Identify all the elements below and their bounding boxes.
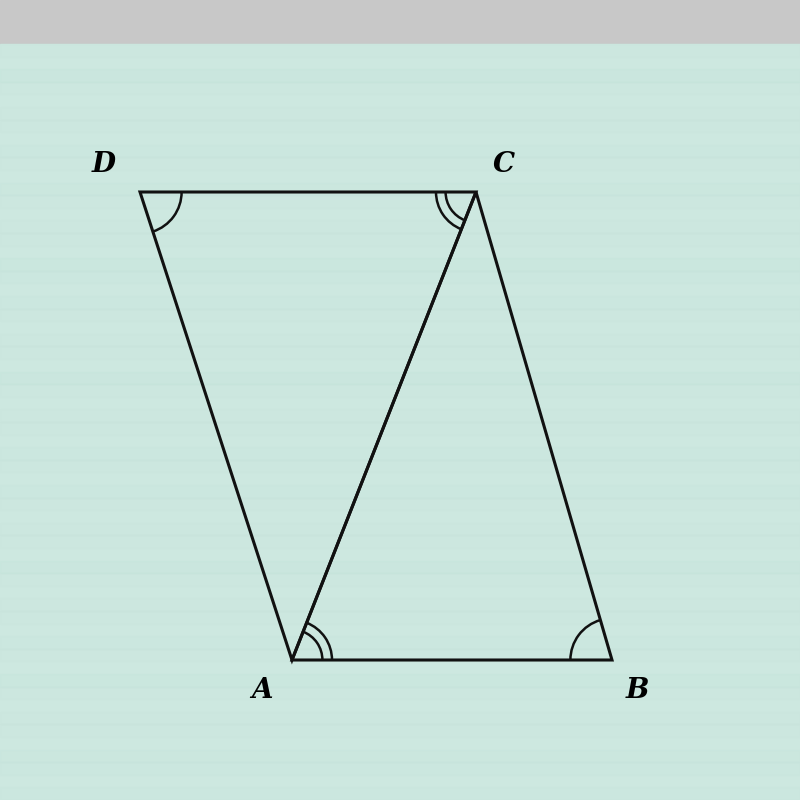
Bar <box>0 346 800 359</box>
Bar <box>0 220 800 233</box>
Text: B: B <box>626 677 650 704</box>
Bar <box>0 246 800 258</box>
Bar <box>0 158 800 170</box>
Bar <box>0 397 800 410</box>
Bar <box>0 195 800 208</box>
Bar <box>0 699 800 712</box>
Bar <box>0 44 800 57</box>
Bar <box>0 624 800 636</box>
Bar <box>0 598 800 611</box>
Bar <box>0 384 800 397</box>
Bar <box>0 787 800 800</box>
Bar <box>0 573 800 586</box>
Bar <box>0 334 800 346</box>
Bar <box>0 233 800 246</box>
Bar <box>0 422 800 434</box>
Bar <box>0 662 800 674</box>
Bar <box>0 270 800 283</box>
Bar <box>0 561 800 573</box>
Bar <box>0 472 800 485</box>
Bar <box>0 636 800 649</box>
Bar <box>0 94 800 107</box>
Bar <box>0 321 800 334</box>
Bar <box>0 208 800 220</box>
Bar <box>0 359 800 371</box>
Bar <box>0 107 800 119</box>
Bar <box>0 371 800 384</box>
Bar <box>0 57 800 70</box>
Bar <box>0 410 800 422</box>
Bar <box>0 119 800 132</box>
Bar <box>0 460 800 472</box>
Bar <box>0 510 800 523</box>
Bar <box>0 535 800 548</box>
Bar <box>0 725 800 737</box>
Bar <box>0 283 800 296</box>
Bar <box>0 132 800 145</box>
Bar <box>0 737 800 750</box>
Bar <box>0 182 800 195</box>
Bar <box>0 523 800 535</box>
Text: D: D <box>92 150 116 178</box>
Bar <box>0 170 800 182</box>
Bar <box>0 674 800 686</box>
Bar <box>0 0 800 44</box>
Bar <box>0 82 800 94</box>
Bar <box>0 434 800 447</box>
Bar <box>0 548 800 561</box>
Bar <box>0 498 800 510</box>
Bar <box>0 258 800 270</box>
Bar <box>0 686 800 699</box>
Bar <box>0 649 800 662</box>
Text: A: A <box>251 677 272 704</box>
Bar <box>0 774 800 787</box>
Text: C: C <box>493 150 515 178</box>
Bar <box>0 70 800 82</box>
Bar <box>0 145 800 158</box>
Bar <box>0 611 800 624</box>
Bar <box>0 447 800 460</box>
Bar <box>0 586 800 598</box>
Bar <box>0 762 800 774</box>
Bar <box>0 485 800 498</box>
Bar <box>0 296 800 309</box>
Bar <box>0 712 800 725</box>
Bar <box>0 750 800 762</box>
Bar <box>0 309 800 322</box>
